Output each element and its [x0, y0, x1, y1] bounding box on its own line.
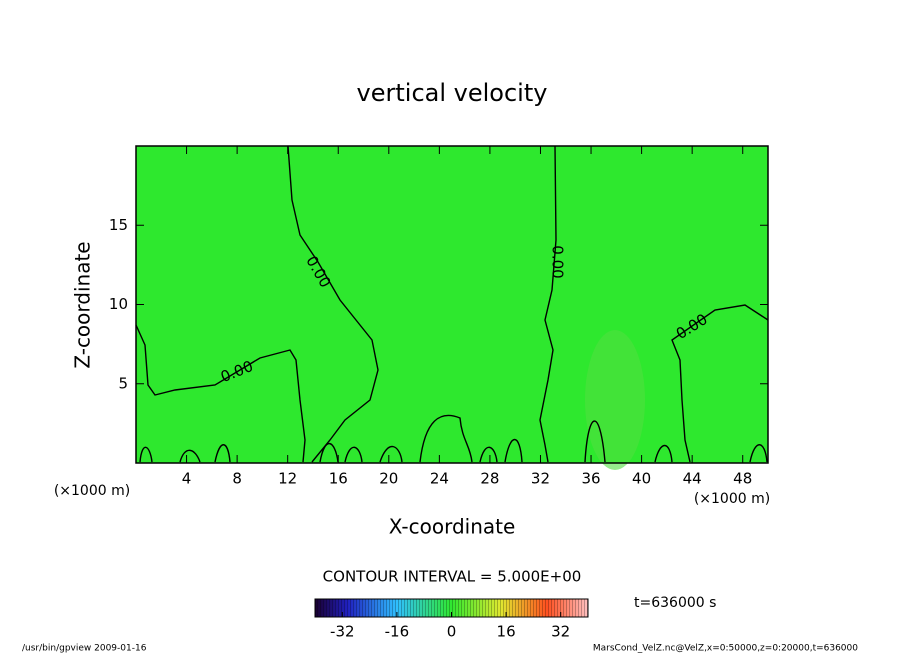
x-tick-label: 12 [278, 470, 297, 488]
y-tick-label: 15 [109, 216, 128, 234]
field-patch [585, 330, 645, 470]
x-tick-label: 20 [379, 470, 398, 488]
colorbar-tick-label: 16 [497, 623, 516, 641]
x-tick-label: 48 [733, 470, 752, 488]
contour-label: 0.00 [549, 245, 567, 278]
colorbar-stripes [315, 599, 588, 617]
footer-right: MarsCond_VelZ.nc@VelZ,x=0:50000,z=0:2000… [593, 644, 858, 654]
colorbar-tick-label: 32 [551, 623, 570, 641]
y-tick-label: 10 [109, 295, 128, 313]
x-tick-label: 44 [683, 470, 702, 488]
contour-line [539, 145, 557, 463]
field-fill [136, 146, 768, 463]
contour-line [671, 304, 769, 463]
x-axis-label: X-coordinate [389, 515, 516, 539]
x-tick-label: 4 [182, 470, 192, 488]
colorbar-tick-label: -32 [330, 623, 355, 641]
contour-line [287, 145, 379, 463]
colorbar-tick-label: -16 [385, 623, 410, 641]
contour-line [135, 324, 306, 463]
footer-left: /usr/bin/gpview 2009-01-16 [22, 644, 147, 654]
x-tick-label: 28 [480, 470, 499, 488]
x-tick-label: 24 [430, 470, 449, 488]
contour-line [139, 414, 768, 463]
x-tick-label: 36 [581, 470, 600, 488]
colorbar-tick-label: 0 [447, 623, 457, 641]
y-axis-label: Z-coordinate [71, 241, 95, 368]
x-tick-label: 40 [632, 470, 651, 488]
x-tick-label: 32 [531, 470, 550, 488]
x-tick-label: 8 [232, 470, 242, 488]
x-tick-label: 16 [329, 470, 348, 488]
chart-title: vertical velocity [357, 79, 548, 107]
x-unit: (×1000 m) [694, 491, 770, 507]
time-label: t=636000 s [634, 595, 716, 611]
x-unit: (×1000 m) [54, 483, 130, 499]
y-tick-label: 5 [118, 374, 128, 392]
contour-interval: CONTOUR INTERVAL = 5.000E+00 [323, 568, 582, 586]
